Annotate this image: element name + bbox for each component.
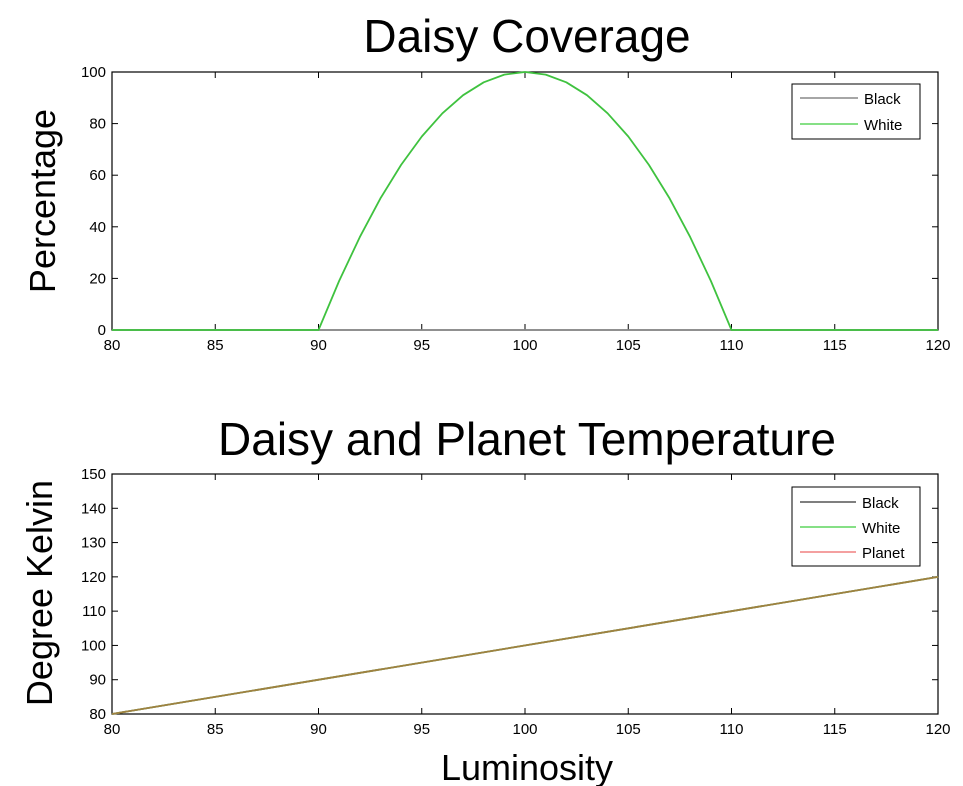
temperature-chart: Daisy and Planet Temperature Degree Kelv…: [19, 413, 951, 786]
coverage-x-tick-label: 85: [207, 337, 224, 354]
coverage-chart: Daisy Coverage Percentage 80 85 90 95 100 105…: [22, 10, 951, 354]
temperature-x-tick-label: 120: [925, 721, 950, 738]
coverage-x-tick-label: 95: [413, 337, 430, 354]
coverage-y-tick-label: 60: [89, 167, 106, 184]
temperature-y-tick-label: 130: [81, 535, 106, 552]
coverage-x-tick-label: 90: [310, 337, 327, 354]
temperature-x-tick-label: 105: [616, 721, 641, 738]
temperature-legend-label-white: White: [862, 520, 900, 537]
temperature-x-tick-label: 110: [720, 721, 744, 738]
temperature-y-axis-label: Degree Kelvin: [19, 480, 60, 706]
temperature-x-tick-label: 85: [207, 721, 224, 738]
temperature-legend-label-planet: Planet: [862, 545, 905, 562]
temperature-x-tick-label: 80: [104, 721, 121, 738]
coverage-legend: Black White: [791, 83, 921, 140]
temperature-y-tick-label: 140: [81, 500, 106, 517]
coverage-chart-title: Daisy Coverage: [363, 10, 690, 62]
coverage-y-tick-label: 0: [98, 322, 106, 339]
coverage-y-tick-label: 100: [81, 64, 106, 81]
temperature-x-tick-label: 115: [823, 721, 847, 738]
temperature-x-axis-label: Luminosity: [441, 747, 613, 786]
coverage-series-line-white: [112, 71, 938, 331]
coverage-legend-label-black: Black: [864, 91, 901, 108]
coverage-y-axis-label: Percentage: [22, 109, 63, 293]
temperature-y-tick-label: 90: [89, 672, 106, 689]
coverage-legend-label-white: White: [864, 117, 902, 134]
coverage-y-tick-label: 80: [89, 116, 106, 133]
coverage-legend-box: [791, 83, 921, 140]
temperature-x-tick-label: 95: [413, 721, 430, 738]
temperature-y-tick-label: 150: [81, 466, 106, 483]
temperature-chart-title: Daisy and Planet Temperature: [218, 413, 836, 465]
temperature-legend: Black White Planet: [791, 486, 921, 567]
temperature-legend-label-black: Black: [862, 495, 899, 512]
coverage-x-tick-label: 120: [925, 337, 950, 354]
coverage-x-tick-label: 80: [104, 337, 121, 354]
coverage-x-tick-label: 100: [512, 337, 537, 354]
temperature-y-tick-label: 110: [82, 603, 106, 620]
temperature-y-tick-label: 120: [81, 569, 106, 586]
temperature-y-tick-label: 100: [81, 637, 106, 654]
coverage-y-tick-label: 40: [89, 219, 106, 236]
temperature-x-tick-label: 90: [310, 721, 327, 738]
coverage-x-tick-label: 115: [823, 337, 847, 354]
temperature-series-line-planet: [111, 576, 939, 715]
temperature-y-tick-label: 80: [89, 706, 106, 723]
coverage-y-tick-label: 20: [89, 270, 106, 287]
temperature-x-tick-label: 100: [512, 721, 537, 738]
coverage-x-tick-label: 105: [616, 337, 641, 354]
coverage-x-tick-label: 110: [720, 337, 744, 354]
